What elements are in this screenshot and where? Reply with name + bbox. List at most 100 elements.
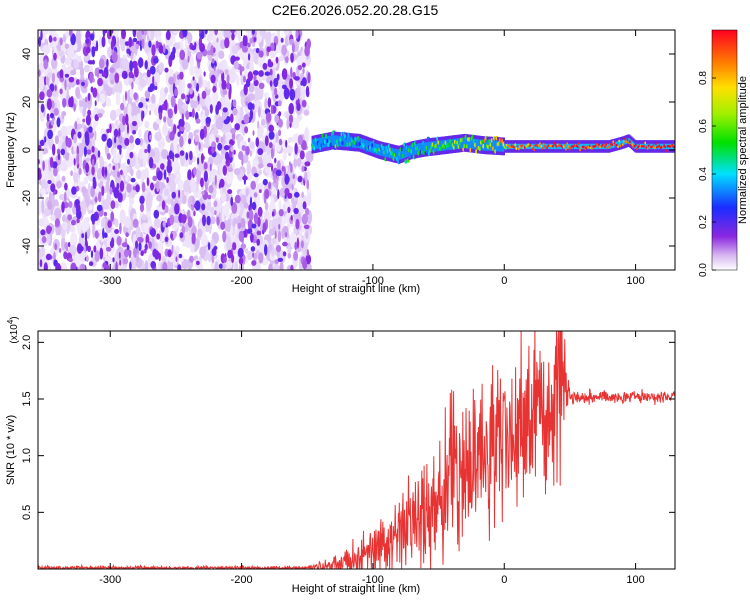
spectrogram-noise-cell xyxy=(185,96,188,102)
spectrogram-noise-cell xyxy=(305,85,310,97)
spectrogram-noise-cell xyxy=(211,254,215,264)
spectrogram-noise-cell xyxy=(58,248,62,253)
spectrogram-noise-cell xyxy=(138,237,144,243)
spectrogram-noise-cell xyxy=(46,113,50,122)
spectrogram-noise-cell xyxy=(230,146,234,152)
spectrogram-noise-cell xyxy=(57,130,62,138)
spectrogram-noise-cell xyxy=(287,192,293,199)
spectrogram-noise-cell xyxy=(163,169,167,180)
spectrogram-noise-cell xyxy=(120,38,126,52)
spectrogram-noise-cell xyxy=(38,226,41,239)
spectrogram-noise-cell xyxy=(264,98,268,110)
spectrogram-noise-cell xyxy=(302,68,305,75)
spectrogram-noise-cell xyxy=(191,205,195,211)
spectrogram-signal-cell xyxy=(484,140,487,151)
spectrogram-noise-cell xyxy=(165,30,171,41)
spectrogram-noise-cell xyxy=(301,240,304,249)
spectrogram-noise-cell xyxy=(209,104,213,114)
spectrogram-noise-cell xyxy=(189,150,193,161)
spectrogram-noise-cell xyxy=(68,97,73,108)
spectrogram-noise-cell xyxy=(146,177,150,187)
spectrogram-noise-cell xyxy=(41,179,47,192)
spectrogram-noise-cell xyxy=(50,214,56,222)
spectrogram-noise-cell xyxy=(70,170,73,177)
figure-title: C2E6.2026.052.20.28.G15 xyxy=(272,2,439,18)
spectrogram-noise-cell xyxy=(69,244,77,256)
spectrogram-signal-cell xyxy=(475,139,478,150)
snr-ytick-label: 2.0 xyxy=(21,335,33,350)
spectrogram-noise-cell xyxy=(106,236,111,249)
spectrogram-noise-cell xyxy=(70,262,77,270)
spectrogram-noise-cell xyxy=(42,44,50,56)
spectrogram-noise-cell xyxy=(227,249,233,259)
spectrogram-noise-cell xyxy=(112,147,117,159)
spectrogram-noise-cell xyxy=(226,235,232,252)
spectrogram-noise-cell xyxy=(284,194,287,199)
spectrogram-noise-cell xyxy=(217,69,224,75)
spectrogram-noise-cell xyxy=(203,170,208,183)
spectrogram-noise-cell xyxy=(59,69,64,79)
spectrogram-noise-cell xyxy=(201,209,208,217)
spectrogram-noise-cell xyxy=(243,114,250,125)
spectrogram-signal-cell xyxy=(500,141,503,152)
spectrogram-noise-cell xyxy=(285,56,289,64)
spectrogram-noise-cell xyxy=(214,175,217,186)
spectrogram-noise-cell xyxy=(125,232,129,238)
spectrogram-noise-cell xyxy=(47,199,53,210)
spectrogram-noise-cell xyxy=(294,142,298,155)
spectrogram-noise-cell xyxy=(189,87,193,95)
spectrogram-signal-cell xyxy=(630,140,633,146)
spectrogram-signal-cell xyxy=(347,136,349,147)
spectrogram-signal-cell xyxy=(412,144,414,156)
spectrogram-noise-cell xyxy=(46,89,53,98)
spectrogram-noise-cell xyxy=(54,84,57,92)
spectrogram-signal-cell xyxy=(499,140,502,152)
spectrogram-noise-cell xyxy=(79,200,87,216)
snr-ylabel: SNR (10 * v/v) xyxy=(5,415,17,485)
spectrogram-noise-cell xyxy=(114,218,119,228)
spectrogram-noise-cell xyxy=(258,82,265,90)
spectrogram-noise-cell xyxy=(275,217,282,233)
spectrogram-signal-cell xyxy=(364,139,367,151)
snr-ytick-label: 1.0 xyxy=(21,448,33,463)
spectrogram-noise-cell xyxy=(106,128,111,134)
spectrogram-noise-cell xyxy=(45,76,49,85)
spectrogram-noise-cell xyxy=(287,206,291,213)
spectrogram-noise-cell xyxy=(97,69,104,74)
spectrogram-noise-cell xyxy=(105,97,112,107)
spectrogram-noise-cell xyxy=(85,96,88,103)
spectrogram-noise-cell xyxy=(247,102,254,110)
spectrogram-noise-cell xyxy=(302,214,309,222)
spectrogram-noise-cell xyxy=(38,144,42,151)
spectrogram-noise-cell xyxy=(262,62,268,70)
spectrogram-noise-cell xyxy=(170,198,174,206)
spectrogram-noise-cell xyxy=(119,259,122,266)
snr-xtick-label: -100 xyxy=(362,574,384,586)
spectrogram-noise-cell xyxy=(162,43,166,54)
spectrogram-noise-cell xyxy=(239,106,244,120)
spectrogram-noise-cell xyxy=(250,233,254,243)
spectrogram-noise-cell xyxy=(79,66,85,78)
spectrogram-noise-cell xyxy=(290,264,294,270)
spectrogram-noise-cell xyxy=(293,158,298,168)
spectrogram-noise-cell xyxy=(297,64,303,71)
spectrogram-noise-cell xyxy=(68,242,71,248)
spectrogram-noise-cell xyxy=(278,199,282,211)
spectrogram-noise-cell xyxy=(275,56,279,64)
spectrogram-noise-cell xyxy=(68,201,73,208)
spectrogram-noise-cell xyxy=(110,200,116,210)
spectrogram-noise-cell xyxy=(74,121,78,130)
spectrogram-noise-cell xyxy=(132,120,137,127)
spectrogram-noise-cell xyxy=(278,209,284,217)
spectrogram-noise-cell xyxy=(158,62,165,73)
spectrogram-noise-cell xyxy=(190,99,198,109)
spectrogram-signal-cell xyxy=(438,140,440,152)
spectrogram-noise-cell xyxy=(200,113,207,128)
spectrogram-noise-cell xyxy=(150,30,155,41)
spectrogram-noise-cell xyxy=(199,128,205,140)
spectrogram-noise-cell xyxy=(129,255,138,269)
spectrogram-signal-cell xyxy=(480,139,483,151)
spectrogram-noise-cell xyxy=(38,101,42,109)
spectrogram-noise-cell xyxy=(129,87,134,99)
spectrogram-noise-cell xyxy=(174,176,180,185)
